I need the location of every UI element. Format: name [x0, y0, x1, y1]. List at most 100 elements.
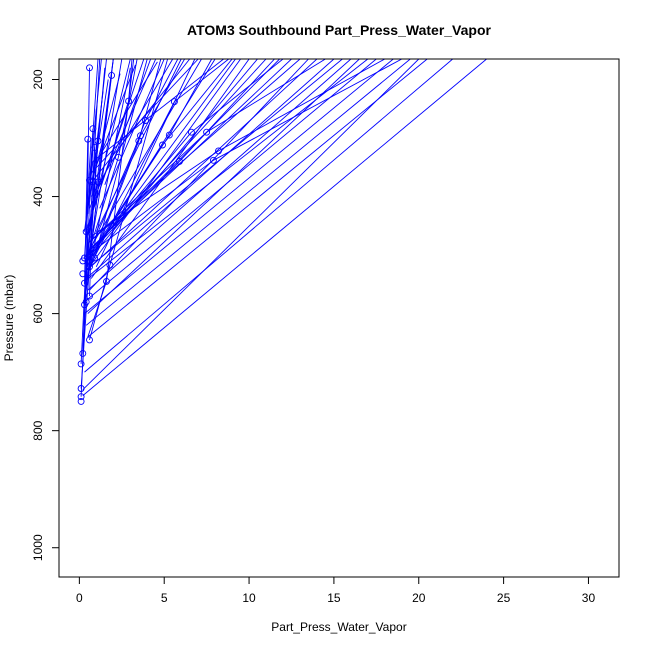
- data-point: [86, 292, 93, 300]
- series-line-segment: [138, 59, 162, 142]
- series-line-segment: [213, 59, 403, 161]
- series-line-segment: [85, 59, 343, 271]
- series-line-segment: [89, 91, 104, 203]
- data-point: [135, 137, 143, 145]
- data-point: [77, 397, 85, 405]
- data-point: [79, 349, 87, 357]
- data-point: [89, 125, 97, 133]
- data-point: [103, 277, 110, 285]
- series-line-segment: [87, 59, 352, 291]
- series-line-segment: [87, 59, 280, 253]
- series-line-segment: [162, 59, 233, 146]
- series-line-segment: [109, 59, 169, 266]
- data-point: [215, 147, 222, 155]
- series-line-segment: [90, 59, 199, 174]
- x-tick-label: 20: [412, 591, 426, 605]
- series-line-segment: [84, 59, 369, 282]
- data-point: [86, 336, 93, 344]
- data-point: [187, 128, 195, 136]
- series-line-segment: [87, 281, 107, 338]
- series-line-segment: [84, 59, 318, 273]
- series-line-segment: [87, 181, 99, 238]
- data-point: [84, 135, 92, 143]
- series-line-segment: [87, 59, 258, 262]
- y-axis: 200 400 600 800 1000: [31, 69, 60, 561]
- x-tick-label: 5: [161, 591, 168, 605]
- y-tick-label: 1000: [31, 534, 45, 561]
- data-point: [86, 263, 93, 271]
- data-point: [77, 393, 85, 401]
- series-line-segment: [87, 59, 301, 244]
- series-line-segment: [82, 59, 487, 396]
- x-tick-label: 10: [242, 591, 256, 605]
- data-point: [125, 97, 133, 105]
- x-tick-label: 15: [327, 591, 341, 605]
- data-point: [159, 141, 166, 149]
- x-tick-label: 30: [582, 591, 596, 605]
- series-line-segment: [87, 59, 428, 338]
- series-line-segment: [92, 73, 121, 180]
- series-line-segment: [90, 79, 109, 191]
- series-line-segment: [85, 67, 90, 273]
- data-point: [209, 156, 217, 164]
- series-line-segment: [87, 159, 214, 256]
- series-line-segment: [99, 61, 158, 156]
- x-tick-label: 0: [76, 591, 83, 605]
- series-line-segment: [89, 181, 96, 259]
- series-line-segment: [97, 59, 114, 182]
- data-point: [89, 178, 97, 186]
- series-line-segment: [84, 59, 394, 314]
- data-point: [91, 143, 99, 151]
- data-point: [82, 228, 90, 236]
- series-line-segment: [117, 59, 138, 158]
- series-line-segment: [145, 59, 179, 121]
- data-point: [91, 254, 99, 262]
- data-point: [165, 131, 173, 139]
- data-point: [79, 257, 87, 265]
- series-line-segment: [206, 59, 326, 133]
- series-line-segment: [85, 59, 411, 326]
- data-point: [106, 261, 114, 269]
- y-tick-label: 800: [31, 420, 45, 440]
- series-line-segment: [89, 59, 241, 268]
- data-point: [86, 64, 93, 72]
- data-point: [170, 98, 178, 106]
- series-line-segment: [85, 59, 202, 256]
- data-point: [81, 279, 88, 287]
- data-point: [81, 301, 88, 309]
- y-tick-label: 600: [31, 303, 45, 323]
- data-point: [94, 137, 102, 145]
- y-tick-label: 200: [31, 69, 45, 89]
- chart-title: ATOM3 Southbound Part_Press_Water_Vapor: [187, 22, 491, 38]
- y-tick-label: 400: [31, 186, 45, 206]
- series-line-segment: [174, 59, 229, 103]
- x-axis-label: Part_Press_Water_Vapor: [271, 620, 406, 634]
- data-point: [79, 270, 87, 278]
- series-line-segment: [89, 59, 309, 291]
- series-line-segment: [92, 59, 224, 162]
- series-line-segment: [128, 59, 133, 102]
- x-axis: 0 5 10 15 20 25 30: [76, 576, 596, 605]
- series-line-segment: [168, 59, 213, 136]
- series-line-segment: [84, 59, 453, 373]
- data-point: [94, 178, 102, 186]
- series-line-segment: [89, 264, 111, 341]
- y-axis-label: Pressure (mbar): [2, 275, 16, 362]
- data-point: [203, 128, 211, 136]
- series-line-segment: [218, 59, 386, 152]
- data-point: [77, 385, 85, 392]
- series-lines: [80, 59, 487, 397]
- data-point: [77, 360, 85, 368]
- data-point: [86, 176, 93, 184]
- data-point: [108, 71, 116, 79]
- series-line-segment: [90, 67, 131, 261]
- series-line-segment: [104, 59, 152, 185]
- data-point: [114, 153, 122, 161]
- series-line-segment: [87, 157, 119, 256]
- series-line-segment: [85, 137, 92, 221]
- data-point: [142, 117, 149, 124]
- x-tick-label: 25: [497, 591, 511, 605]
- series-line-segment: [82, 59, 420, 391]
- series-points: [77, 64, 222, 405]
